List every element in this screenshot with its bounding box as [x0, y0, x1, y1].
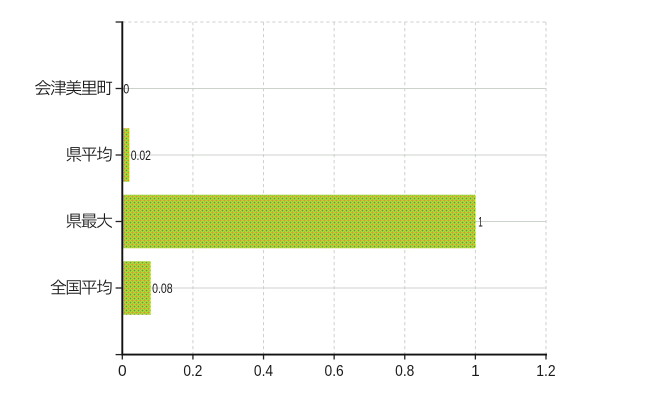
svg-text:0.8: 0.8 — [395, 363, 414, 380]
svg-text:1: 1 — [478, 214, 483, 230]
svg-text:0.2: 0.2 — [183, 363, 202, 380]
svg-text:1.2: 1.2 — [536, 363, 555, 380]
svg-text:0.6: 0.6 — [325, 363, 344, 380]
svg-text:1: 1 — [471, 363, 480, 380]
svg-text:0.02: 0.02 — [131, 148, 151, 164]
svg-text:0.4: 0.4 — [254, 363, 274, 380]
svg-text:0: 0 — [123, 81, 129, 97]
svg-text:0: 0 — [118, 363, 127, 380]
svg-text:0.08: 0.08 — [152, 281, 173, 297]
